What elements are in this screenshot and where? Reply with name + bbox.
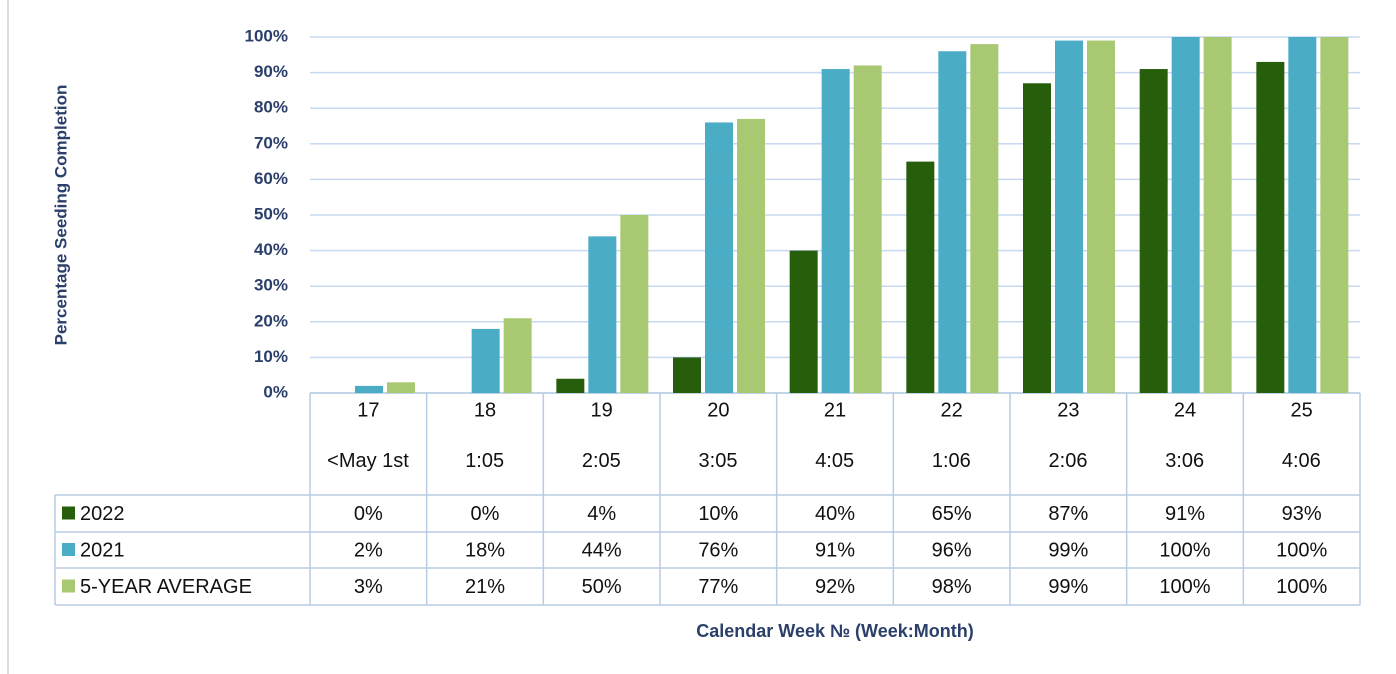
y-tick-label: 0% (263, 382, 288, 401)
table-value: 44% (582, 539, 622, 561)
legend-swatch (62, 506, 75, 520)
x-sublabel: 3:06 (1165, 450, 1205, 472)
y-tick-label: 100% (245, 26, 288, 45)
table-value: 87% (1048, 503, 1088, 525)
x-sublabel-box: 4:05 (815, 450, 855, 472)
x-tick-label: 21 (824, 399, 846, 421)
bar (737, 118, 765, 393)
x-tick-label: 17 (357, 399, 379, 421)
legend-swatch (62, 543, 75, 556)
table-value: 77% (698, 576, 738, 598)
bar (789, 250, 818, 393)
x-sublabel-box: 2:05 (581, 450, 621, 472)
y-tick-label: 90% (254, 62, 288, 81)
table-value: 40% (815, 503, 855, 525)
bar (1171, 37, 1200, 393)
table-value: 96% (932, 539, 972, 561)
bar (853, 65, 882, 393)
x-sublabel-box: 2:06 (1048, 450, 1088, 472)
bar (906, 161, 935, 393)
legend-label: 5-YEAR AVERAGE (80, 576, 252, 598)
table-value: 0% (471, 503, 500, 525)
bar (503, 318, 532, 393)
x-tick-label: 22 (941, 399, 963, 421)
x-sublabel: <May 1st (327, 450, 409, 472)
table-value: 92% (815, 576, 855, 598)
legend-label: 2022 (80, 503, 125, 525)
bar (938, 51, 967, 394)
table-value: 93% (1282, 503, 1322, 525)
x-sublabel-box: 1:06 (931, 450, 971, 472)
table-value: 65% (932, 503, 972, 525)
x-tick-label: 25 (1291, 399, 1313, 421)
bar (1055, 40, 1083, 394)
bar (355, 385, 383, 393)
bar (1256, 61, 1285, 394)
table-value: 10% (698, 503, 738, 525)
y-tick-label: 40% (254, 240, 288, 259)
table-value: 91% (815, 539, 855, 561)
x-sublabel: 2:06 (1048, 450, 1088, 472)
bar (705, 122, 733, 393)
table-value: 4% (587, 503, 616, 525)
y-tick-label: 20% (254, 311, 288, 330)
x-tick-label: 18 (474, 399, 496, 421)
bar (970, 44, 999, 394)
y-tick-label: 80% (254, 98, 288, 117)
bar (1288, 37, 1317, 393)
x-sublabel: 4:06 (1281, 450, 1321, 472)
bar (556, 378, 585, 393)
x-sublabel-box: <May 1st (327, 450, 409, 472)
x-sublabel-box: 4:06 (1281, 450, 1321, 472)
y-tick-label: 60% (254, 169, 288, 188)
table-value: 18% (465, 539, 505, 561)
x-sublabel-box: 3:05 (698, 450, 738, 472)
table-value: 21% (465, 576, 505, 598)
table-value: 2% (354, 539, 383, 561)
table-value: 50% (582, 576, 622, 598)
table-value: 99% (1048, 576, 1088, 598)
x-sublabel: 1:06 (931, 450, 971, 472)
x-sublabel: 2:05 (581, 450, 621, 472)
y-axis-label: Percentage Seeding Completion (51, 85, 70, 346)
table-value: 100% (1159, 576, 1210, 598)
legend-label: 2021 (80, 539, 125, 561)
table-value: 91% (1165, 503, 1205, 525)
x-sublabel: 4:05 (815, 450, 855, 472)
x-sublabel-box: 3:06 (1165, 450, 1205, 472)
x-sublabel: 1:05 (465, 450, 505, 472)
bar (588, 236, 617, 393)
y-tick-label: 50% (254, 204, 288, 223)
legend-swatch (62, 579, 75, 593)
bar (471, 328, 500, 393)
table-value: 76% (698, 539, 738, 561)
table-value: 0% (354, 503, 383, 525)
table-value: 99% (1048, 539, 1088, 561)
x-axis-label: Calendar Week № (Week:Month) (696, 621, 973, 641)
table-value: 100% (1276, 576, 1327, 598)
y-tick-label: 70% (254, 133, 288, 152)
x-sublabel-box: 1:05 (465, 450, 505, 472)
bar (1139, 69, 1168, 393)
bar (387, 382, 415, 393)
bar (1320, 37, 1349, 393)
table-value: 100% (1159, 539, 1210, 561)
x-tick-label: 20 (707, 399, 729, 421)
bar (821, 69, 850, 393)
x-tick-label: 24 (1174, 399, 1196, 421)
bar (1023, 83, 1051, 393)
bar (1203, 37, 1232, 393)
bar (673, 357, 701, 393)
table-value: 100% (1276, 539, 1327, 561)
x-sublabel: 3:05 (698, 450, 738, 472)
table-value: 98% (932, 576, 972, 598)
y-tick-label: 10% (254, 347, 288, 366)
x-tick-label: 19 (591, 399, 613, 421)
bar (1087, 40, 1115, 394)
table-value: 3% (354, 576, 383, 598)
x-tick-label: 23 (1057, 399, 1079, 421)
bar (620, 215, 649, 393)
y-tick-label: 30% (254, 276, 288, 295)
